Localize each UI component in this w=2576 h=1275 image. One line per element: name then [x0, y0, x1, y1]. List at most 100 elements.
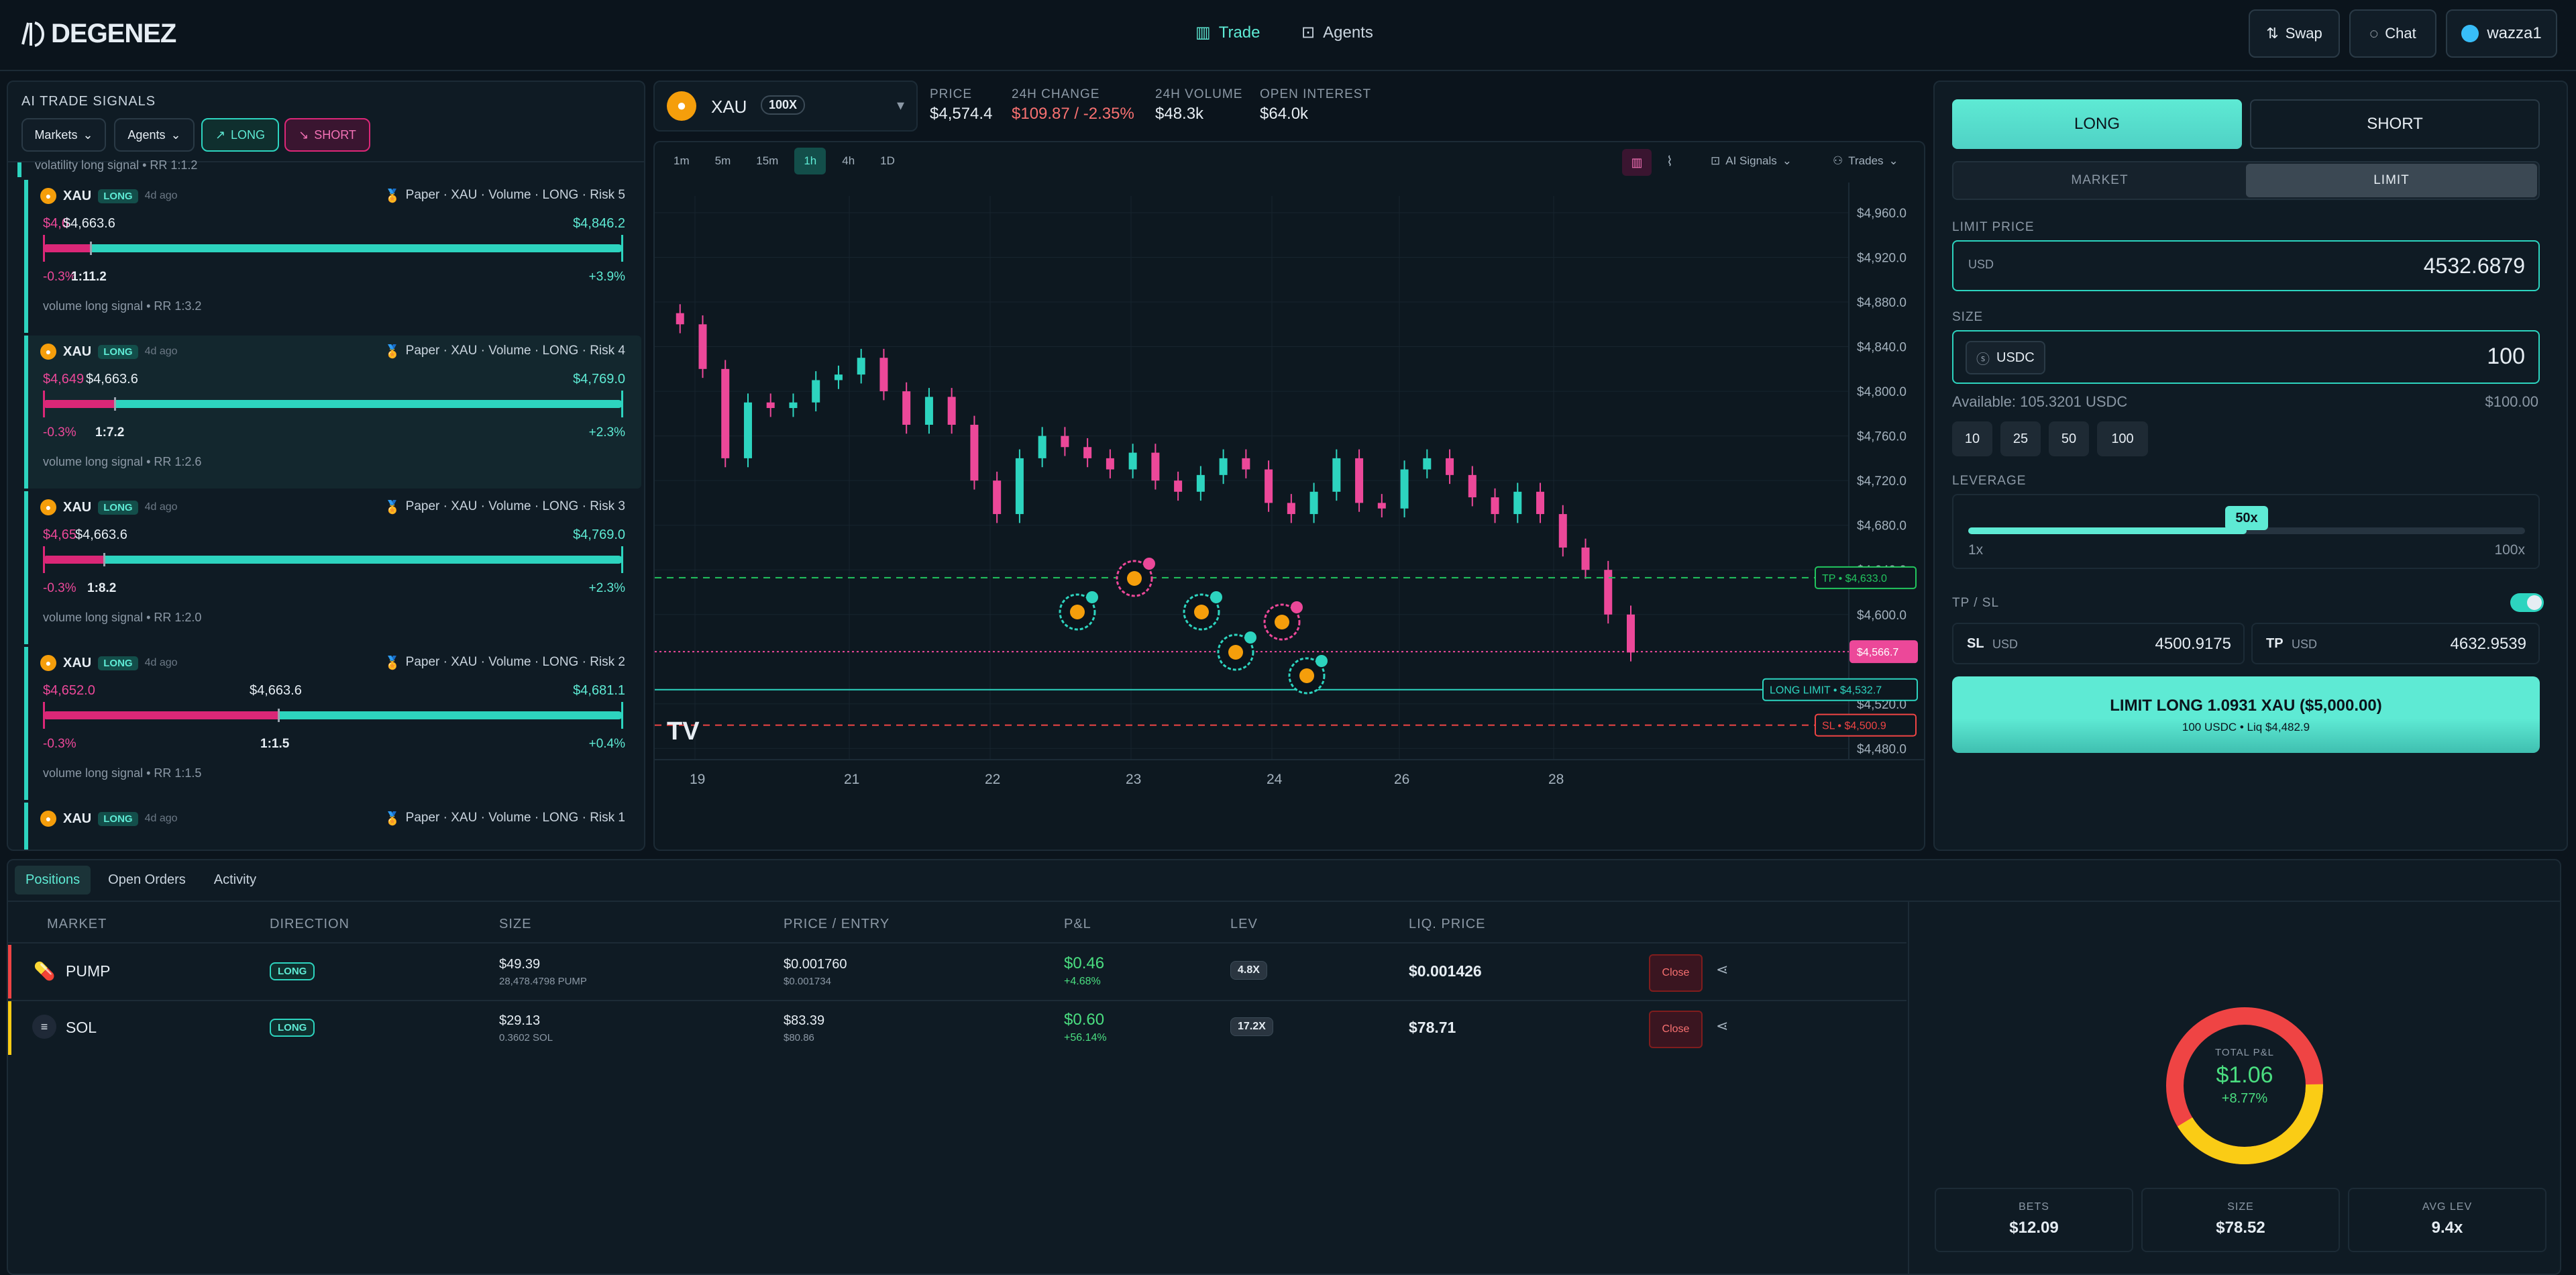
agents-filter[interactable]: Agents ⌄: [114, 118, 195, 152]
tp-tick: [621, 546, 623, 573]
size-input[interactable]: ⓢ USDC 100: [1952, 330, 2540, 384]
tp-input[interactable]: TP USD 4632.9539: [2251, 623, 2540, 664]
x-tick-label: 26: [1394, 772, 1409, 787]
user-button[interactable]: wazza1: [2446, 9, 2557, 58]
entry-tick: [278, 709, 280, 722]
candle-body: [970, 424, 979, 481]
leverage-slider[interactable]: 50x 1x 100x: [1952, 494, 2540, 569]
swap-button[interactable]: ⇅ Swap: [2249, 9, 2340, 58]
candle-body: [1265, 469, 1273, 503]
share-icon[interactable]: ⋖: [1716, 961, 1729, 978]
short-filter[interactable]: ↘ SHORT: [284, 118, 370, 152]
tp-line-tag: [1815, 566, 1917, 589]
chat-button[interactable]: ◌ Chat: [2349, 9, 2436, 58]
nav-trade[interactable]: ▥ Trade: [1195, 23, 1260, 42]
table-row[interactable]: 💊 PUMP LONG $49.39 28,478.4798 PUMP $0.0…: [8, 945, 1907, 1001]
signal-item[interactable]: ● XAU LONG 4d ago 🏅 Paper · XAU · Volume …: [24, 491, 641, 644]
limit-price-input[interactable]: USD 4532.6879: [1952, 240, 2540, 291]
tab-positions[interactable]: Positions: [15, 866, 91, 895]
stat-label: 24H VOLUME: [1155, 87, 1243, 101]
trades-dropdown[interactable]: ⚇ Trades ⌄: [1833, 154, 1898, 168]
timeframe-1d[interactable]: 1D: [880, 154, 895, 167]
limit-type-tab[interactable]: LIMIT: [2246, 164, 2537, 197]
divider: [8, 942, 1907, 944]
tp-line-label: TP • $4,633.0: [1822, 573, 1887, 584]
submit-order-button[interactable]: LIMIT LONG 1.0931 XAU ($5,000.00) 100 US…: [1952, 676, 2540, 753]
candle-body: [1309, 491, 1318, 515]
signal-entry-price: $4,663.6: [63, 216, 115, 231]
stat-24h-change: 24H CHANGE $109.87 / -2.35%: [1012, 87, 1134, 123]
signal-age: 4d ago: [144, 501, 178, 513]
signal-item[interactable]: ● XAU LONG 4d ago 🏅 Paper · XAU · Volume …: [24, 647, 641, 800]
stat-label: PRICE: [930, 87, 973, 101]
long-filter[interactable]: ↗ LONG: [201, 118, 279, 152]
market-selector[interactable]: ● XAU 100X ▾: [653, 81, 918, 132]
logo[interactable]: DEGENEZ: [19, 17, 176, 50]
position-pnl: $0.46: [1064, 954, 1105, 972]
tab-activity[interactable]: Activity: [213, 872, 257, 887]
timeframe-5m[interactable]: 5m: [714, 154, 731, 167]
signal-marker-badge: [1086, 591, 1098, 603]
gold-coin-icon: ●: [40, 188, 56, 204]
position-pnl-pct: +56.14%: [1064, 1032, 1107, 1043]
signal-tp-price: $4,769.0: [573, 527, 625, 542]
signal-tp-pct: +2.3%: [588, 581, 625, 595]
preset-25-button[interactable]: 25: [2000, 421, 2041, 456]
preset-50-button[interactable]: 50: [2049, 421, 2089, 456]
leverage-value: 50x: [2235, 510, 2258, 525]
stat-value: $48.3k: [1155, 105, 1204, 123]
tab-open-orders[interactable]: Open Orders: [108, 872, 186, 887]
sl-input[interactable]: SL USD 4500.9175: [1952, 623, 2245, 664]
share-icon[interactable]: ⋖: [1716, 1017, 1729, 1034]
sl-line-tag: [1815, 713, 1917, 737]
candle-body: [1446, 458, 1454, 475]
close-position-button[interactable]: Close: [1649, 954, 1703, 992]
sl-tick: [43, 391, 45, 417]
ai-signals-dropdown[interactable]: ⊡ AI Signals ⌄: [1711, 154, 1792, 168]
timeframe-4h[interactable]: 4h: [842, 154, 855, 167]
leverage-handle[interactable]: 50x: [2225, 506, 2268, 530]
candle-body: [1604, 570, 1613, 615]
stat-label: AVG LEV: [2422, 1201, 2473, 1213]
timeframe-1m[interactable]: 1m: [674, 154, 690, 167]
usdc-icon: ⓢ: [1976, 352, 1990, 367]
user-icon: ⚇: [1833, 154, 1843, 167]
candle-body: [1332, 458, 1341, 492]
signal-item[interactable]: ● XAU LONG 4d ago 🏅 Paper · XAU · Volume …: [24, 180, 641, 333]
candle-body: [698, 324, 707, 369]
sl-tick: [43, 235, 45, 262]
signal-tp-price: $4,681.1: [573, 683, 625, 698]
indicator-toggle-icon[interactable]: ▥: [1622, 149, 1652, 176]
preset-10-button[interactable]: 10: [1952, 421, 1992, 456]
preset-100-button[interactable]: 100: [2097, 421, 2148, 456]
market-type-tab[interactable]: MARKET: [1953, 162, 2246, 199]
timeframe-1h[interactable]: 1h: [794, 148, 826, 174]
size-currency-select[interactable]: ⓢ USDC: [1966, 341, 2045, 374]
signal-item[interactable]: ● XAU LONG 4d ago 🏅 Paper · XAU · Volume …: [24, 803, 641, 850]
long-tab[interactable]: LONG: [1952, 99, 2242, 149]
price-chart[interactable]: $4,960.0 $4,920.0 $4,880.0 $4,840.0 $4,800.0…: [655, 183, 1924, 850]
y-tick-label: $4,960.0: [1857, 207, 1907, 221]
candle-body: [1106, 458, 1114, 470]
position-size-sub: 28,478.4798 PUMP: [499, 976, 587, 987]
short-tab[interactable]: SHORT: [2250, 99, 2540, 149]
close-position-button[interactable]: Close: [1649, 1011, 1703, 1048]
gold-coin-icon: ●: [40, 811, 56, 827]
position-size-sub: 0.3602 SOL: [499, 1032, 553, 1043]
signal-tp-price: $4,769.0: [573, 372, 625, 387]
sl-line-label: SL • $4,500.9: [1822, 721, 1886, 732]
line-chart-icon[interactable]: ⌇: [1666, 154, 1673, 169]
limit-type-label: LIMIT: [2373, 173, 2410, 187]
position-liq-price: $0.001426: [1409, 962, 1482, 980]
stat-24h-volume: 24H VOLUME $48.3k: [1155, 87, 1242, 123]
signal-item[interactable]: ● XAU LONG 4d ago 🏅 Paper · XAU · Volume …: [24, 336, 641, 489]
table-row[interactable]: ≡ SOL LONG $29.13 0.3602 SOL $83.39 $80.…: [8, 1001, 1907, 1056]
signal-sl-price: $4,65: [43, 527, 77, 542]
nav-agents[interactable]: ⊡ Agents: [1301, 23, 1373, 42]
tpsl-toggle[interactable]: [2510, 593, 2544, 612]
toggle-knob: [2527, 595, 2542, 610]
markets-filter-label: Markets: [34, 128, 78, 142]
markets-filter[interactable]: Markets ⌄: [21, 118, 106, 152]
signal-note: volume long signal • RR 1:1.5: [43, 766, 202, 780]
timeframe-15m[interactable]: 15m: [756, 154, 779, 167]
